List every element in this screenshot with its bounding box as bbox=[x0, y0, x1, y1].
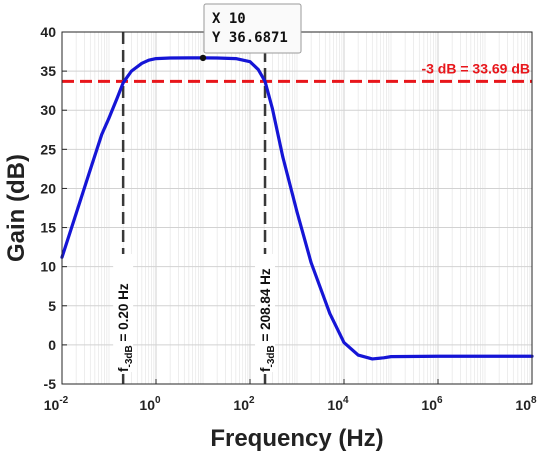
y-tick-label: 35 bbox=[40, 63, 56, 79]
reference-line-label: -3 dB = 33.69 dB bbox=[421, 60, 530, 76]
x-tick-label: 100 bbox=[139, 395, 161, 413]
y-tick-label: 40 bbox=[40, 24, 56, 40]
y-tick-label: 10 bbox=[40, 259, 56, 275]
x-tick-label: 10-2 bbox=[44, 395, 69, 413]
y-axis-title: Gain (dB) bbox=[3, 154, 30, 262]
x-tick-label: 106 bbox=[421, 395, 443, 413]
cutoff-label: f-3dB = 0.20 Hz bbox=[116, 283, 135, 372]
datatip-group: X 10 Y 36.6871 bbox=[199, 3, 302, 62]
cutoff-label-bg bbox=[113, 254, 134, 372]
x-tick-label: 104 bbox=[327, 395, 349, 413]
y-tick-label: -5 bbox=[44, 376, 57, 392]
y-tick-label: 5 bbox=[48, 298, 56, 314]
series-group bbox=[60, 56, 534, 361]
cutoff-label: f-3dB = 208.84 Hz bbox=[258, 268, 277, 372]
x-tick-label: 108 bbox=[515, 395, 537, 413]
grid bbox=[61, 31, 532, 385]
cutoff-label-bg bbox=[255, 254, 276, 372]
reference-line-group: -3 dB = 33.69 dB bbox=[62, 60, 532, 83]
x-axis-ticks: 10-2 100 102 104 106 108 bbox=[44, 379, 537, 413]
y-tick-label: 25 bbox=[40, 141, 56, 157]
y-tick-label: 0 bbox=[48, 337, 56, 353]
datatip-y: Y 36.6871 bbox=[212, 30, 288, 46]
datatip-box bbox=[203, 3, 302, 54]
y-axis-ticks: -5 0 5 10 15 20 25 30 35 40 bbox=[40, 24, 67, 392]
y-tick-label: 30 bbox=[40, 102, 56, 118]
datatip-x: X 10 bbox=[212, 11, 246, 27]
x-tick-label: 102 bbox=[233, 395, 255, 413]
y-tick-label: 20 bbox=[40, 180, 56, 196]
gain-curve bbox=[60, 56, 534, 361]
x-axis-title: Frequency (Hz) bbox=[210, 425, 383, 452]
datatip-marker bbox=[199, 54, 207, 62]
y-tick-label: 15 bbox=[40, 220, 56, 236]
cutoff-lines: f-3dB = 0.20 Hz f-3dB = 208.84 Hz bbox=[113, 32, 277, 384]
